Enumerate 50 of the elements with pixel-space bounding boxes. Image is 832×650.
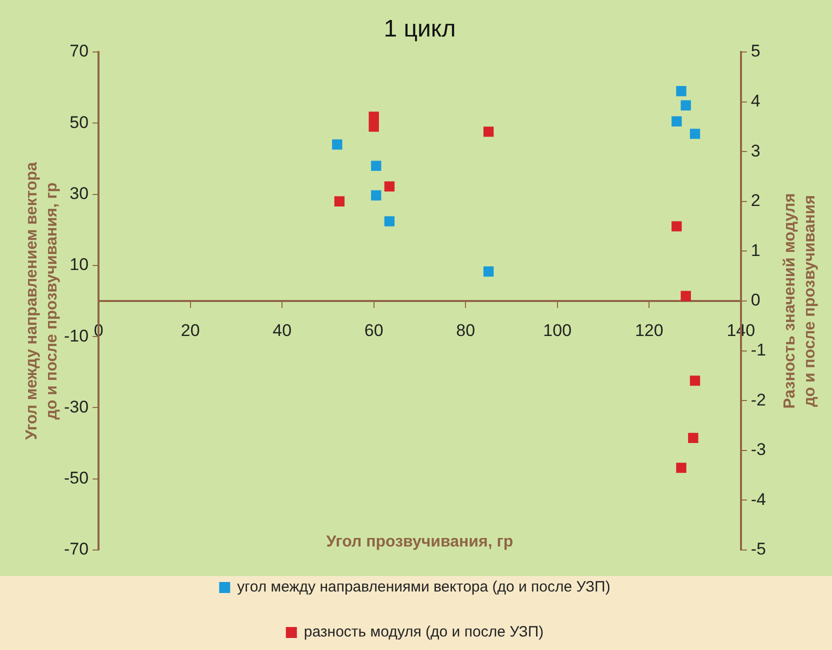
x-tick-label: 80 (456, 320, 476, 340)
point (332, 139, 342, 150)
point (676, 86, 686, 96)
legend-label: разность модуля (до и после УЗП) (304, 624, 544, 641)
y-tick-label: 70 (70, 42, 89, 61)
y2-tick-label: -4 (750, 490, 766, 509)
y-tick-label: -70 (64, 540, 89, 559)
point (483, 126, 494, 137)
y2-tick-label: 2 (750, 191, 760, 210)
point (688, 432, 698, 444)
y2-tick-label: -3 (750, 440, 766, 460)
y2-tick-label: 4 (750, 91, 760, 110)
y2-tick-label: 0 (750, 290, 760, 310)
y-tick-label: -10 (64, 326, 89, 346)
x-tick-label: 20 (180, 320, 200, 340)
x-tick-label: 40 (272, 320, 292, 340)
point (483, 266, 494, 277)
point (672, 116, 682, 126)
point (676, 462, 686, 473)
point (690, 128, 700, 139)
y2-axis-title: Разность значений модуля до и после прозвучивания (781, 193, 818, 409)
y2-tick-label: 5 (750, 42, 760, 61)
point (680, 290, 691, 302)
y-tick-label: 30 (70, 184, 89, 203)
point (680, 100, 691, 110)
legend-label: угол между направлениями вектора (до и после УЗП) (237, 578, 610, 596)
y-tick-label: -50 (64, 468, 89, 488)
x-tick-label: 120 (634, 320, 664, 340)
point (384, 216, 395, 226)
y2-tick-label: 1 (750, 240, 760, 260)
point (371, 190, 382, 200)
y2-tick-label: 3 (750, 141, 760, 160)
y2-tick-label: -2 (750, 390, 766, 410)
x-tick-label: 100 (543, 320, 572, 340)
y-tick-label: -30 (64, 397, 89, 416)
point (368, 122, 379, 132)
point (690, 376, 700, 386)
point (371, 160, 382, 171)
y2-tick-label: -5 (750, 540, 766, 559)
y2-tick-label: -1 (750, 340, 766, 360)
y-axis-title: Угол между направлением вектора до и после прозвучивания, гр (23, 162, 60, 440)
chart-title: 1 цикл (384, 16, 456, 43)
y-tick-label: 50 (70, 112, 89, 132)
y-tick-label: 10 (70, 255, 89, 274)
x-tick-label: 60 (364, 320, 384, 340)
x-axis-title: Угол прозвучивания, гр (326, 533, 514, 550)
point (334, 196, 345, 206)
point (384, 181, 395, 192)
point (368, 112, 379, 122)
point (672, 221, 682, 232)
